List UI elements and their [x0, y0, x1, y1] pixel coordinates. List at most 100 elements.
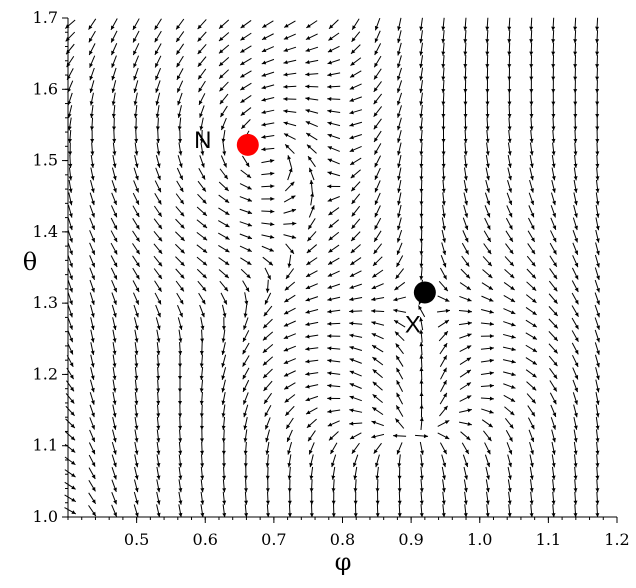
field-arrow [111, 492, 117, 505]
field-arrow [68, 179, 73, 193]
field-arrow [155, 80, 161, 93]
field-arrow [397, 454, 402, 468]
field-arrow [529, 92, 534, 106]
field-arrow [419, 379, 424, 393]
field-arrow [573, 479, 578, 493]
field-arrow [153, 205, 163, 218]
field-arrow [550, 417, 557, 430]
field-arrow [156, 491, 161, 505]
field-arrow [396, 392, 404, 405]
field-arrow [221, 416, 226, 430]
field-arrow [327, 59, 341, 65]
field-arrow [178, 429, 183, 443]
field-arrow [154, 30, 162, 43]
field-arrow [419, 267, 424, 281]
field-arrow [503, 282, 515, 291]
field-arrow [374, 17, 381, 31]
field-arrow [64, 507, 77, 515]
field-arrow [463, 179, 468, 193]
field-arrow [262, 368, 273, 379]
field-arrow [397, 466, 402, 480]
field-arrow [64, 456, 76, 466]
field-arrow [397, 204, 402, 218]
field-arrow [200, 454, 205, 468]
field-arrow [397, 192, 402, 206]
field-arrow [595, 142, 600, 156]
field-arrow [396, 92, 403, 106]
field-arrow [220, 155, 227, 168]
field-arrow [67, 279, 73, 293]
field-arrow [549, 380, 558, 392]
field-arrow [133, 479, 139, 493]
field-arrow [349, 309, 363, 314]
field-arrow [528, 217, 535, 230]
field-arrow [371, 321, 385, 326]
field-arrow [175, 193, 185, 205]
field-arrow [507, 504, 512, 518]
field-arrow [178, 504, 183, 518]
field-arrow [551, 17, 556, 31]
field-arrow [219, 81, 229, 92]
field-arrow [178, 466, 183, 480]
field-arrow [529, 154, 534, 168]
field-arrow [176, 180, 184, 193]
field-arrow [132, 267, 140, 280]
field-arrow [551, 491, 556, 505]
field-arrow [549, 242, 557, 255]
field-arrow [90, 304, 95, 318]
x-tick-label: 1.1 [536, 530, 561, 549]
field-arrow [503, 321, 516, 327]
field-arrow [240, 169, 252, 179]
field-arrow [239, 183, 252, 190]
field-arrow [218, 32, 230, 42]
field-arrow [284, 405, 295, 417]
field-arrow [111, 504, 118, 517]
field-arrow [351, 18, 360, 30]
field-arrow [573, 454, 578, 468]
field-arrow [437, 308, 451, 313]
field-arrow [218, 257, 230, 266]
field-arrow [197, 180, 207, 192]
field-arrow [65, 393, 75, 404]
field-arrow [199, 117, 204, 131]
field-arrow [132, 230, 141, 243]
field-arrow [349, 370, 362, 377]
field-arrow [507, 180, 513, 193]
field-arrow [89, 404, 95, 418]
field-arrow [327, 257, 340, 265]
field-arrow [221, 429, 226, 443]
field-arrow [306, 257, 318, 266]
field-arrow [199, 416, 204, 430]
field-arrow [462, 454, 469, 468]
field-arrow [218, 232, 230, 240]
field-arrow [327, 109, 341, 114]
field-arrow [134, 329, 139, 343]
field-arrow [349, 157, 362, 166]
field-arrow [463, 92, 468, 106]
field-arrow [261, 84, 275, 90]
field-arrow [480, 346, 494, 351]
field-arrow [327, 383, 341, 388]
field-arrow [286, 429, 293, 443]
field-arrow [440, 255, 447, 268]
field-arrow [328, 244, 340, 253]
field-arrow [351, 31, 361, 43]
field-arrow [200, 142, 205, 156]
field-arrow [529, 129, 534, 144]
critical-point-x [413, 281, 436, 304]
field-arrow [305, 59, 319, 65]
field-arrow [595, 479, 600, 493]
field-arrow [264, 405, 272, 417]
field-arrow [573, 67, 578, 81]
field-arrow [525, 294, 537, 304]
field-arrow [463, 192, 469, 206]
field-arrow [483, 230, 492, 243]
field-arrow [507, 92, 512, 106]
field-arrow [200, 466, 205, 480]
field-arrow [244, 504, 249, 518]
field-arrow [529, 67, 534, 81]
field-arrow [573, 504, 578, 518]
field-arrow [285, 243, 295, 255]
field-arrow [177, 117, 182, 131]
field-arrow [327, 72, 341, 77]
